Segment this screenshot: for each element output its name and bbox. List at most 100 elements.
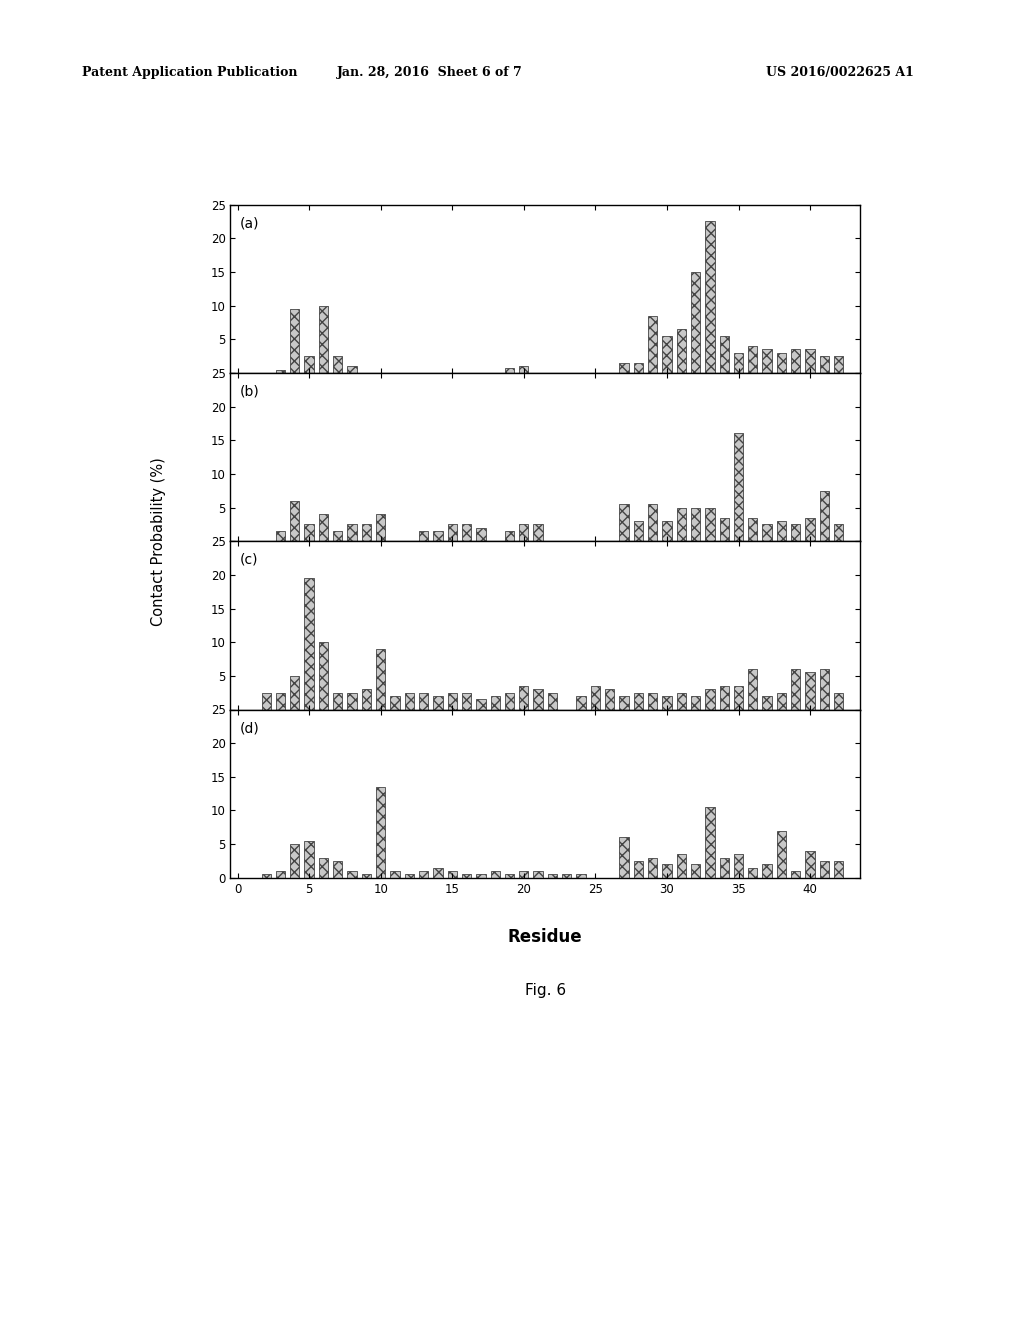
Bar (834, 356, 844, 372)
Bar (663, 865, 672, 878)
Bar (519, 366, 528, 372)
Bar (376, 787, 385, 878)
Bar (318, 643, 328, 710)
Bar (419, 871, 428, 878)
Bar (318, 515, 328, 541)
Bar (677, 508, 686, 541)
Bar (376, 649, 385, 710)
Bar (605, 689, 614, 710)
Bar (404, 874, 414, 878)
Text: (c): (c) (240, 553, 258, 568)
Bar (290, 676, 299, 710)
Bar (433, 531, 442, 541)
Bar (834, 861, 844, 878)
Bar (720, 517, 729, 541)
Bar (720, 686, 729, 710)
Bar (275, 871, 285, 878)
Bar (333, 531, 342, 541)
Bar (419, 693, 428, 710)
Bar (734, 433, 743, 541)
Bar (677, 329, 686, 372)
Text: Contact Probability (%): Contact Probability (%) (152, 457, 166, 626)
Bar (706, 689, 715, 710)
Bar (691, 508, 700, 541)
Bar (390, 696, 399, 710)
Bar (677, 693, 686, 710)
Bar (777, 830, 786, 878)
Bar (663, 521, 672, 541)
Bar (634, 861, 643, 878)
Text: Patent Application Publication: Patent Application Publication (82, 66, 297, 79)
Bar (476, 874, 485, 878)
Bar (706, 222, 715, 372)
Bar (505, 367, 514, 372)
Bar (577, 696, 586, 710)
Bar (304, 524, 313, 541)
Bar (347, 693, 356, 710)
Bar (720, 858, 729, 878)
Bar (519, 686, 528, 710)
Bar (333, 693, 342, 710)
Bar (663, 335, 672, 372)
Bar (834, 524, 844, 541)
Bar (562, 874, 571, 878)
Bar (834, 693, 844, 710)
Bar (620, 837, 629, 878)
Bar (519, 524, 528, 541)
Bar (763, 865, 772, 878)
Bar (691, 272, 700, 372)
Bar (261, 874, 270, 878)
Bar (734, 352, 743, 372)
Bar (275, 370, 285, 372)
Bar (792, 350, 801, 372)
Bar (318, 858, 328, 878)
Bar (505, 693, 514, 710)
Bar (806, 350, 815, 372)
Bar (447, 871, 457, 878)
Bar (749, 669, 758, 710)
Text: US 2016/0022625 A1: US 2016/0022625 A1 (766, 66, 913, 79)
Bar (261, 693, 270, 710)
Text: (d): (d) (240, 721, 260, 735)
Text: Residue: Residue (508, 928, 583, 946)
Bar (720, 335, 729, 372)
Bar (648, 504, 657, 541)
Bar (548, 874, 557, 878)
Bar (490, 696, 500, 710)
Bar (361, 689, 371, 710)
Text: (b): (b) (240, 384, 260, 399)
Text: (a): (a) (240, 216, 259, 231)
Bar (634, 363, 643, 372)
Bar (333, 861, 342, 878)
Bar (577, 874, 586, 878)
Bar (548, 693, 557, 710)
Bar (777, 693, 786, 710)
Bar (290, 309, 299, 372)
Bar (591, 686, 600, 710)
Bar (447, 524, 457, 541)
Bar (806, 517, 815, 541)
Bar (763, 524, 772, 541)
Bar (290, 845, 299, 878)
Bar (433, 696, 442, 710)
Bar (361, 874, 371, 878)
Bar (734, 686, 743, 710)
Bar (490, 871, 500, 878)
Bar (820, 491, 829, 541)
Bar (820, 861, 829, 878)
Bar (462, 874, 471, 878)
Bar (534, 871, 543, 878)
Bar (347, 871, 356, 878)
Bar (763, 696, 772, 710)
Bar (304, 841, 313, 878)
Bar (706, 807, 715, 878)
Bar (634, 693, 643, 710)
Bar (404, 693, 414, 710)
Bar (534, 524, 543, 541)
Bar (304, 356, 313, 372)
Bar (347, 524, 356, 541)
Bar (620, 363, 629, 372)
Text: Fig. 6: Fig. 6 (524, 982, 566, 998)
Bar (749, 517, 758, 541)
Bar (663, 696, 672, 710)
